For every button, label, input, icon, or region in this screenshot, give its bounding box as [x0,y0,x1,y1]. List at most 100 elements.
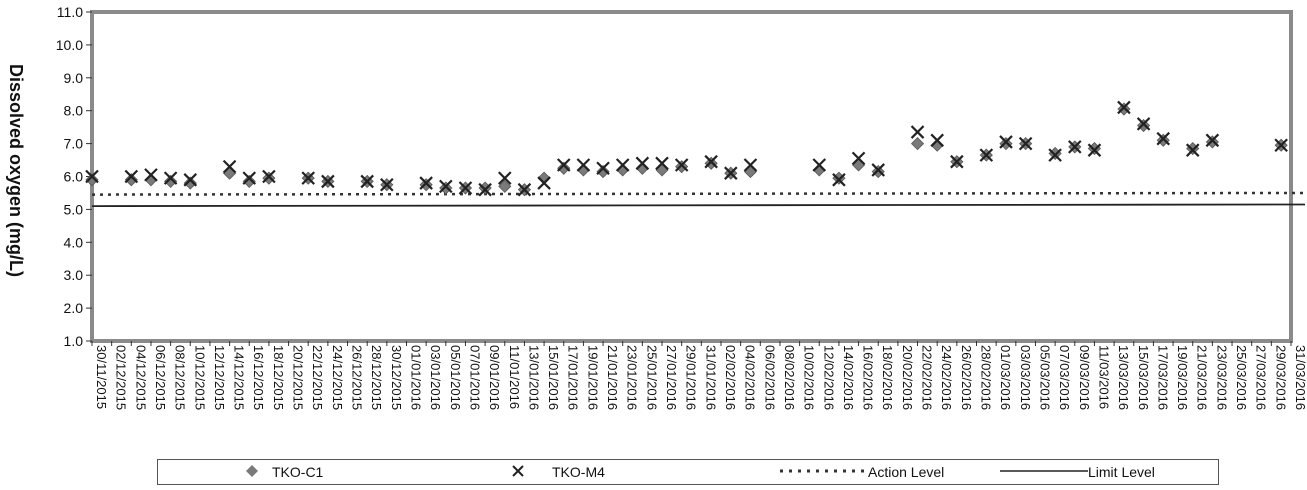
y-tick-label: 2.0 [64,300,84,316]
x-tick-label: 23/03/2016 [1214,345,1229,410]
data-point-tko-m4 [222,159,237,174]
legend-label: Action Level [868,464,945,480]
y-tick-label: 7.0 [64,136,84,152]
data-point-tko-m4 [1205,133,1220,148]
x-tick-label: 13/01/2016 [526,345,541,410]
data-point-tko-c1 [124,173,138,187]
y-tick-label: 3.0 [64,267,84,283]
x-tick-label: 27/03/2016 [1254,345,1269,410]
y-tick-label: 5.0 [64,201,84,217]
x-tick-label: 23/01/2016 [625,345,640,410]
data-point-tko-m4 [1274,138,1288,153]
x-tick-label: 11/01/2016 [507,345,522,409]
legend: TKO-C1 TKO-M4 Action Level Limit Level [157,459,1219,485]
x-tick-label: 12/02/2016 [821,345,836,410]
x-tick-label: 31/03/2016 [1293,345,1307,410]
y-tick-label: 9.0 [64,70,84,86]
x-tick-label: 20/02/2016 [900,345,915,410]
legend-item-tko-m4: TKO-M4 [512,464,605,480]
x-tick-label: 21/01/2016 [605,345,620,410]
x-tick-label: 08/12/2015 [173,345,188,410]
legend-label: TKO-C1 [272,464,324,480]
x-tick-label: 20/12/2015 [291,345,306,410]
data-point-tko-m4 [999,135,1013,149]
data-point-tko-c1 [498,179,512,193]
x-tick-label: 08/02/2016 [782,345,797,410]
x-tick-label: 24/02/2016 [939,345,954,410]
data-point-tko-c1 [1117,102,1131,116]
x-tick-label: 27/01/2016 [664,345,679,410]
data-point-tko-m4 [1156,131,1171,146]
x-tick-label: 03/03/2016 [1018,345,1033,410]
data-point-tko-m4 [183,173,198,187]
legend-item-tko-c1: TKO-C1 [246,464,323,480]
legend-item-limit-level: Limit Level [998,464,1155,480]
data-point-tko-c1 [439,181,453,195]
data-point-tko-c1 [557,161,571,175]
x-tick-label: 17/03/2016 [1155,345,1170,410]
data-point-tko-c1 [419,178,433,192]
data-point-tko-c1 [262,171,276,185]
x-tick-label: 26/12/2015 [350,345,365,410]
x-tick-label: 22/02/2016 [920,345,935,410]
data-point-tko-m4 [301,171,315,185]
data-point-tko-c1 [85,173,99,187]
x-tick-label: 07/03/2016 [1057,345,1072,410]
data-point-tko-c1 [242,174,256,189]
x-tick-label: 28/12/2015 [369,345,384,410]
x-tick-label: 06/02/2016 [762,345,777,410]
data-point-tko-c1 [871,164,885,179]
legend-label: Limit Level [1088,464,1155,480]
x-marker-icon [512,464,524,480]
x-tick-label: 31/01/2016 [703,345,718,410]
data-point-tko-c1 [910,137,925,151]
x-tick-label: 14/02/2016 [841,345,856,410]
x-tick-label: 03/01/2016 [428,345,443,410]
data-point-tko-m4 [576,158,591,172]
x-tick-label: 19/03/2016 [1175,345,1190,410]
x-tick-label: 17/01/2016 [566,345,581,410]
x-tick-label: 04/12/2015 [133,345,148,410]
data-point-tko-m4 [1136,117,1151,131]
data-point-tko-m4 [262,169,276,184]
data-point-tko-c1 [183,176,197,190]
chart-plot: 1.0 2.0 3.0 4.0 5.0 6.0 7.0 8.0 9.0 10.0 11.0 30/11… [56,4,1307,410]
data-point-tko-m4 [163,171,178,185]
data-point-tko-m4 [655,156,669,171]
data-point-tko-m4 [537,176,551,190]
data-point-tko-m4 [615,158,630,172]
data-point-tko-m4 [950,154,964,169]
data-point-tko-m4 [321,174,335,189]
x-tick-label: 02/02/2016 [723,345,738,410]
x-tick-label: 11/03/2016 [1096,345,1111,409]
data-point-tko-m4 [458,181,473,195]
data-point-tko-m4 [832,173,846,187]
data-point-tko-m4 [85,169,99,184]
x-tick-label: 12/12/2015 [212,345,227,410]
x-tick-label: 10/12/2015 [192,345,207,410]
data-point-tko-m4 [478,182,492,197]
data-point-tko-m4 [1068,140,1082,154]
data-point-tko-m4 [724,166,738,180]
diamond-marker-icon [246,464,258,480]
x-tick-label: 29/01/2016 [684,345,699,410]
x-tick-label: 09/03/2016 [1077,345,1092,410]
dotted-line-icon [778,464,868,480]
y-tick-label: 11.0 [57,4,83,20]
x-tick-label: 05/03/2016 [1037,345,1052,410]
x-tick-label: 15/01/2016 [546,345,561,410]
x-tick-label: 09/01/2016 [487,345,502,410]
x-tick-label: 19/01/2016 [585,345,600,410]
data-point-tko-m4 [704,154,718,169]
data-point-tko-m4 [674,158,689,172]
action-level-line [91,191,1306,196]
x-tick-label: 05/01/2016 [448,345,463,410]
plot-area [90,10,1293,343]
y-axis-label-container: Dissolved oxygen (mg/L) [4,20,28,320]
x-tick-label: 26/02/2016 [959,345,974,410]
x-tick-label: 07/01/2016 [467,345,482,410]
x-tick-label: 22/12/2015 [310,345,325,410]
x-tick-label: 25/03/2016 [1234,345,1249,410]
data-point-tko-m4 [871,163,886,177]
